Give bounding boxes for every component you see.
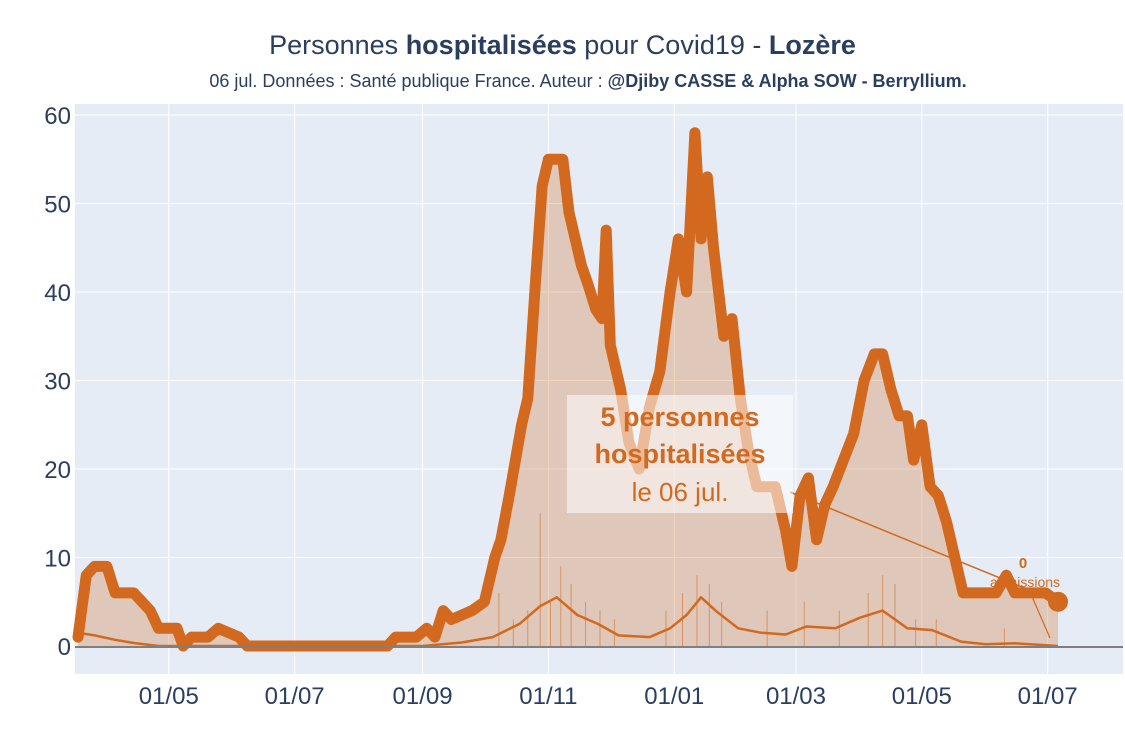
annotation-pointer-admissions	[1029, 591, 1051, 639]
x-tick-label-3: 01/11	[519, 683, 577, 710]
admissions-value: 0	[1019, 555, 1027, 572]
annotation-box	[567, 395, 793, 513]
daily-admission-bars	[498, 513, 1005, 646]
y-tick-label-60: 60	[44, 103, 71, 130]
y-tick-label-20: 20	[44, 457, 71, 484]
last-value-marker	[1048, 591, 1068, 612]
y-tick-label-30: 30	[44, 369, 71, 396]
y-tick-label-10: 10	[44, 546, 71, 573]
annotation-line2: hospitalisées	[594, 439, 765, 469]
x-tick-label-7: 01/07	[1018, 683, 1078, 710]
x-tick-label-5: 01/03	[766, 683, 826, 710]
x-tick-label-6: 01/05	[892, 683, 952, 710]
y-tick-label-50: 50	[44, 192, 71, 219]
annotation-pointer-main	[789, 491, 1059, 603]
chart-title: Personnes hospitalisées pour Covid19 - L…	[269, 30, 856, 60]
y-tick-label-40: 40	[44, 280, 71, 307]
annotation-line3: le 06 jul.	[632, 477, 729, 507]
x-tick-label-0: 01/05	[139, 683, 199, 710]
y-axis-tick-labels: 0 10 20 30 40 50 60	[44, 103, 71, 661]
admissions-line	[77, 596, 1059, 648]
admissions-label: admissions	[990, 574, 1060, 590]
admissions-line-group	[77, 596, 1059, 648]
annotation-line1: 5 personnes	[600, 402, 759, 432]
plot-background	[75, 104, 1123, 674]
chart-subtitle: 06 jul. Données : Santé publique France.…	[209, 71, 967, 91]
x-tick-label-1: 01/07	[265, 683, 325, 710]
y-tick-label-0: 0	[58, 634, 71, 661]
x-tick-label-2: 01/09	[393, 683, 453, 710]
x-axis-tick-labels: 01/05 01/07 01/09 01/11 01/01 01/03 01/05 01/07	[139, 683, 1078, 710]
x-tick-label-4: 01/01	[644, 683, 704, 710]
